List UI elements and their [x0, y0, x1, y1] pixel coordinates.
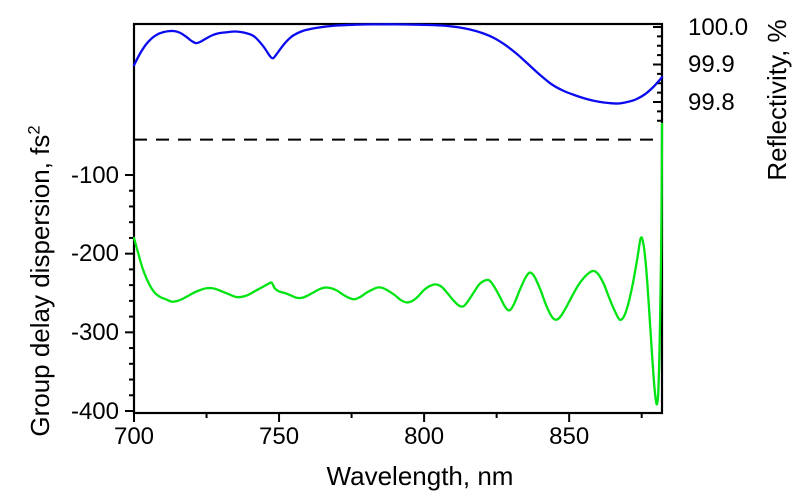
y-right-axis-title-text: Reflectivity, %	[762, 19, 792, 181]
y-left-tick-label: -400	[70, 397, 119, 425]
y-right-tick-label: 100.0	[688, 13, 749, 41]
series-group-delay-dispersion-curve	[132, 122, 664, 406]
y-right-tick-label: 99.8	[688, 88, 735, 116]
x-tick-label: 750	[259, 423, 300, 450]
x-axis-title: Wavelength, nm	[327, 463, 514, 489]
x-tick-label: 800	[404, 423, 445, 450]
y-right-axis-title: Reflectivity, %	[762, 19, 792, 181]
plot-frame	[132, 22, 664, 415]
y-left-tick-label: -100	[70, 161, 119, 189]
y-left-axis-title-superscript: 2	[24, 125, 44, 135]
series-reflectivity-curve	[132, 23, 664, 105]
x-tick-label: 850	[549, 423, 590, 450]
y-right-tick-label: 99.9	[688, 51, 735, 78]
x-axis-title-text: Wavelength, nm	[326, 461, 514, 491]
y-left-tick-label: -200	[70, 240, 119, 268]
y-left-tick-label: -300	[70, 318, 119, 346]
x-tick-label: 700	[113, 423, 155, 450]
